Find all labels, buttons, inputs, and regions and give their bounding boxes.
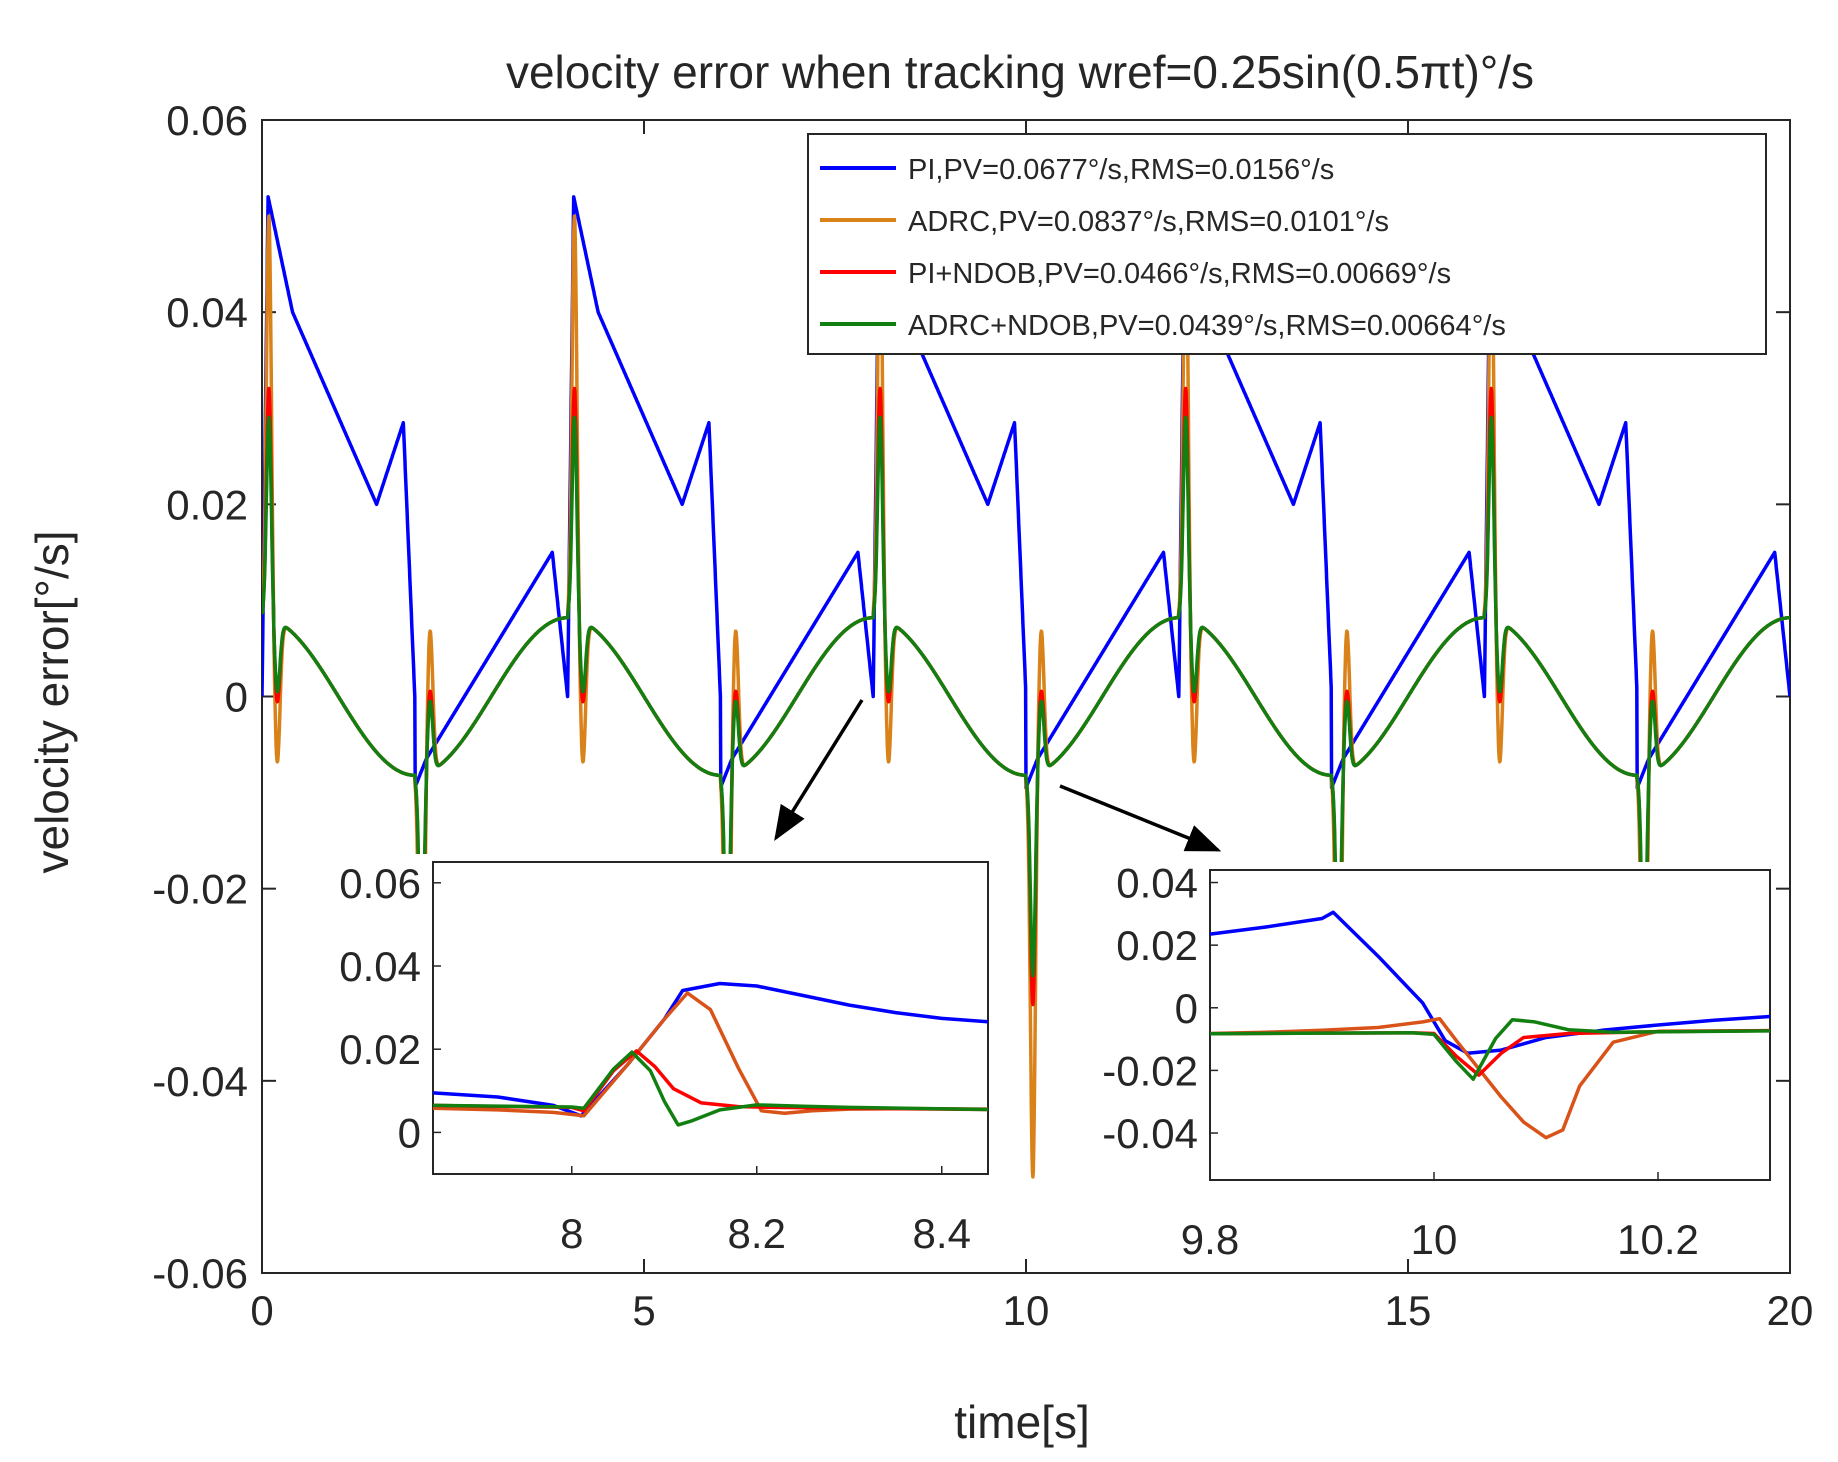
y-tick-label: 0.02 bbox=[166, 481, 248, 528]
x-tick-label: 10 bbox=[1003, 1287, 1050, 1334]
inset-left-series-adrc-ndob bbox=[433, 1050, 988, 1127]
inset-left-series-group bbox=[433, 981, 988, 1127]
legend-entry-adrc-ndob: ADRC+NDOB,PV=0.0439°/s,RMS=0.00664°/s bbox=[908, 310, 1506, 342]
x-tick-label: 15 bbox=[1385, 1287, 1432, 1334]
x-tick-label: 5 bbox=[632, 1287, 655, 1334]
legend: PI,PV=0.0677°/s,RMS=0.0156°/s ADRC,PV=0.0… bbox=[807, 133, 1767, 355]
inset-right-axes: -0.04 -0.02 0 0.02 0.04 9.8 10 10.2 bbox=[1050, 860, 1776, 1263]
inset-right-frame bbox=[1209, 869, 1771, 1181]
inset-right-x-tick-label: 10 bbox=[1411, 1216, 1458, 1263]
chart-title: velocity error when tracking wref=0.25si… bbox=[506, 46, 1534, 98]
inset-left-axes: 0 0.02 0.04 0.06 8 8.2 8.4 bbox=[297, 854, 994, 1257]
x-tick-label: 0 bbox=[250, 1287, 273, 1334]
legend-entry-pi-ndob: PI+NDOB,PV=0.0466°/s,RMS=0.00669°/s bbox=[908, 258, 1451, 290]
inset-right-series-pi bbox=[1210, 910, 1770, 1055]
y-axis-label: velocity error[°/s] bbox=[26, 530, 78, 873]
inset-right-y-tick-label: 0.04 bbox=[1116, 860, 1198, 907]
inset-right-series-adrc bbox=[1210, 1016, 1770, 1140]
legend-box bbox=[807, 133, 1767, 355]
inset-right-series-adrc-ndob bbox=[1210, 1017, 1770, 1081]
main-series-group bbox=[262, 195, 1790, 1179]
y-tick-label: 0.04 bbox=[166, 289, 248, 336]
inset-left-frame bbox=[432, 861, 989, 1175]
inset-right-y-tick-label: -0.04 bbox=[1102, 1110, 1198, 1157]
inset-right-x-tick-label: 9.8 bbox=[1181, 1216, 1239, 1263]
y-tick-label: -0.02 bbox=[152, 866, 248, 913]
x-tick-label: 20 bbox=[1767, 1287, 1814, 1334]
inset-left-y-tick-label: 0 bbox=[398, 1109, 421, 1156]
y-tick-label: 0.06 bbox=[166, 97, 248, 144]
legend-entry-pi: PI,PV=0.0677°/s,RMS=0.0156°/s bbox=[908, 154, 1334, 186]
zoom-arrows bbox=[774, 699, 1222, 852]
y-tick-label: -0.04 bbox=[152, 1058, 248, 1105]
inset-left-y-tick-label: 0.06 bbox=[339, 860, 421, 907]
inset-left-x-tick-label: 8.2 bbox=[728, 1210, 786, 1257]
legend-entry-adrc: ADRC,PV=0.0837°/s,RMS=0.0101°/s bbox=[908, 206, 1389, 238]
zoom-arrow-left bbox=[774, 699, 864, 841]
inset-left-x-tick-label: 8 bbox=[560, 1210, 583, 1257]
y-tick-label: 0 bbox=[225, 674, 248, 721]
inset-left-x-tick-label: 8.4 bbox=[913, 1210, 971, 1257]
inset-left-y-tick-label: 0.04 bbox=[339, 943, 421, 990]
y-tick-label: -0.06 bbox=[152, 1250, 248, 1297]
inset-right-y-tick-label: 0.02 bbox=[1116, 922, 1198, 969]
zoom-arrow-right bbox=[1059, 784, 1222, 852]
series-line-adrc-ndob bbox=[262, 415, 1790, 978]
inset-left-y-tick-label: 0.02 bbox=[339, 1026, 421, 1073]
x-axis-label: time[s] bbox=[954, 1396, 1089, 1448]
inset-right-series-group bbox=[1210, 910, 1770, 1140]
inset-right-y-tick-label: -0.02 bbox=[1102, 1047, 1198, 1094]
inset-right-y-tick-label: 0 bbox=[1175, 985, 1198, 1032]
inset-right-x-tick-label: 10.2 bbox=[1617, 1216, 1699, 1263]
